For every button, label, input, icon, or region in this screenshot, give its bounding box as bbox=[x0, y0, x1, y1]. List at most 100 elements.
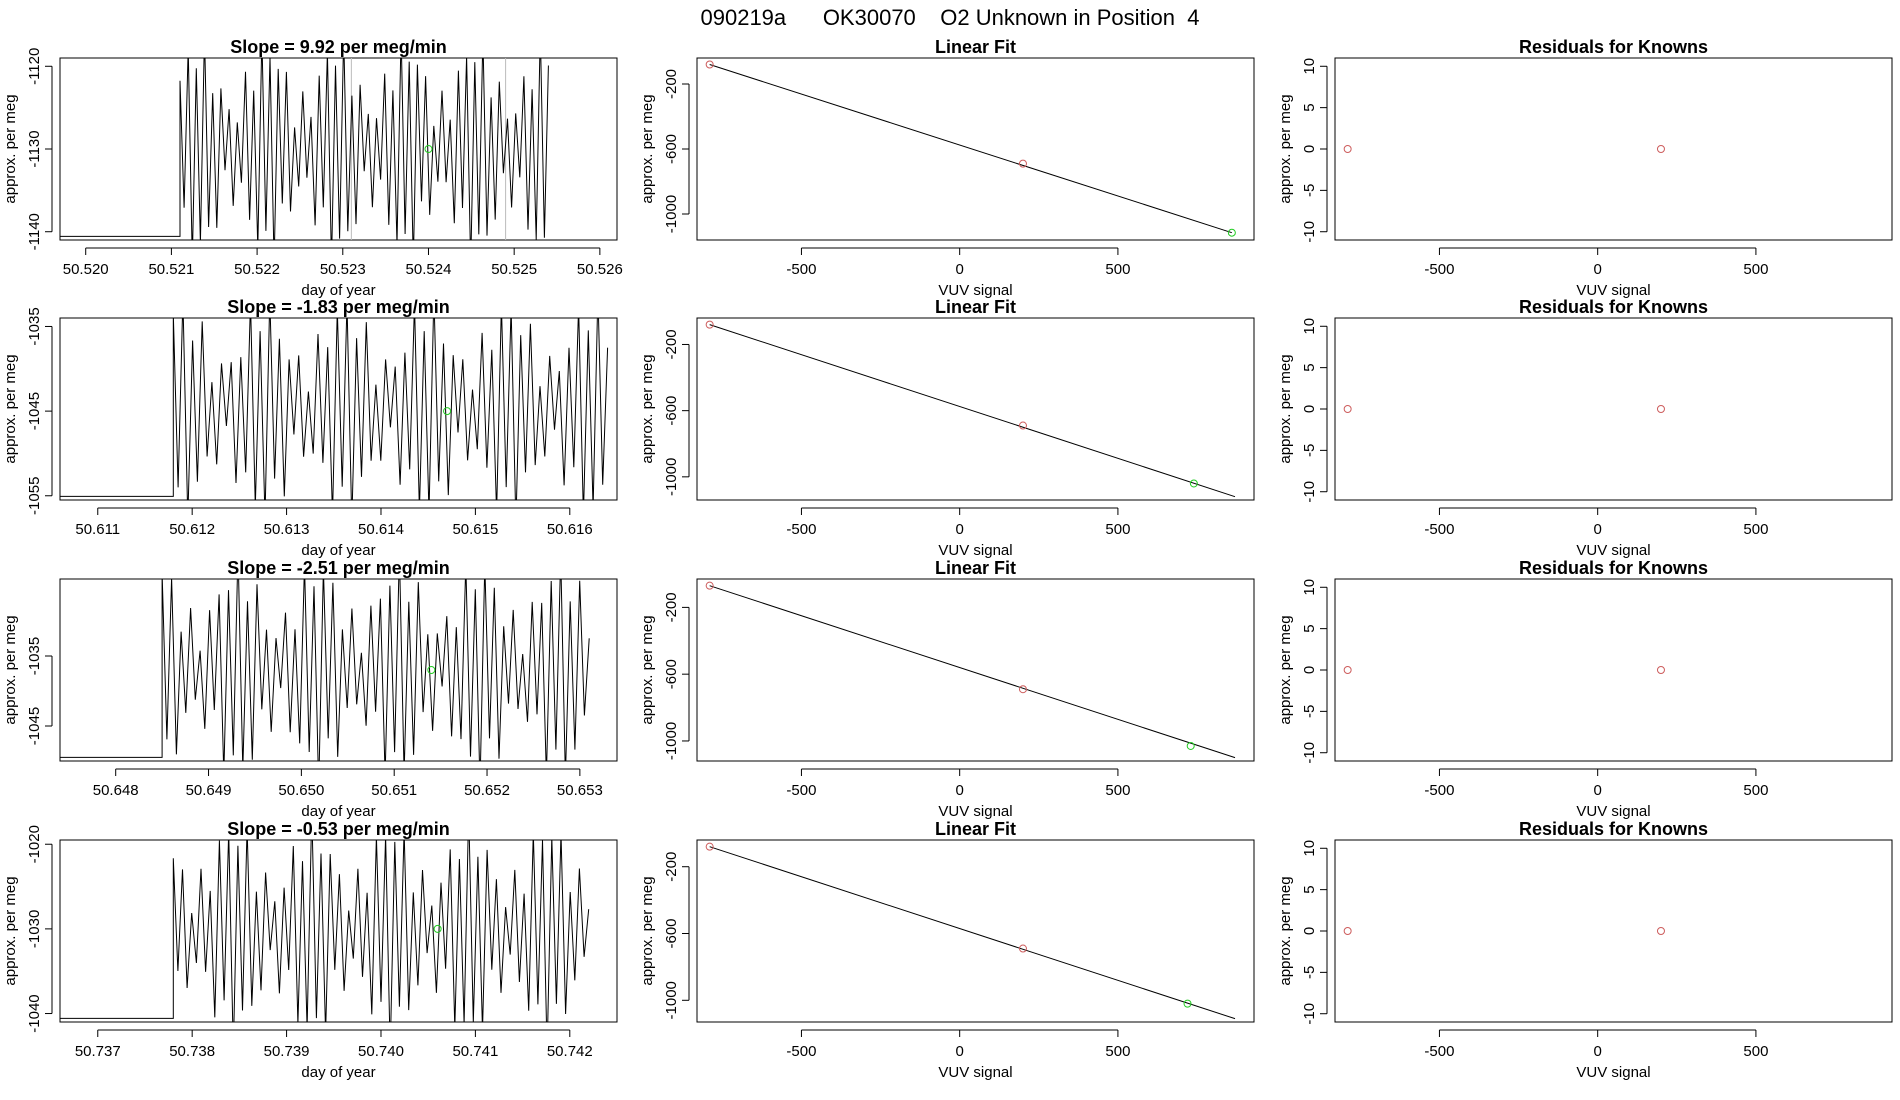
y-tick-label: 0 bbox=[1301, 927, 1318, 935]
y-tick-label: -1055 bbox=[26, 477, 43, 515]
plot-area bbox=[1343, 405, 1665, 413]
x-tick-label: 50.650 bbox=[278, 782, 324, 799]
x-tick-label: 0 bbox=[956, 521, 964, 538]
x-axis-label: day of year bbox=[301, 1064, 375, 1081]
panel-title: Linear Fit bbox=[935, 558, 1016, 578]
x-tick-label: 50.652 bbox=[464, 782, 510, 799]
fit-line bbox=[709, 846, 1236, 1020]
panel-title: Linear Fit bbox=[935, 297, 1016, 317]
plot-frame bbox=[696, 317, 1255, 501]
x-tick-label: 500 bbox=[1743, 521, 1768, 538]
y-tick-label: -600 bbox=[663, 134, 680, 164]
x-tick-label: 0 bbox=[1594, 782, 1602, 799]
x-tick-label: 500 bbox=[1105, 782, 1130, 799]
y-tick-label: 0 bbox=[1301, 666, 1318, 674]
y-tick-label: 0 bbox=[1301, 145, 1318, 153]
y-tick-label: -5 bbox=[1301, 444, 1318, 457]
mean-marker bbox=[424, 145, 433, 153]
y-tick-label: -200 bbox=[663, 329, 680, 359]
x-tick-label: -500 bbox=[786, 782, 816, 799]
y-tick-label: -10 bbox=[1301, 742, 1318, 764]
panel-r1-c1: Slope = 9.92 per meg/min day of year appro… bbox=[2, 37, 623, 299]
residual-point bbox=[1656, 666, 1665, 674]
x-tick-label: -500 bbox=[1424, 521, 1454, 538]
panel-title: Residuals for Knowns bbox=[1519, 558, 1708, 578]
y-tick-label: -1045 bbox=[26, 707, 43, 745]
panel-title: Slope = -1.83 per meg/min bbox=[227, 297, 450, 317]
x-tick-label: 50.614 bbox=[358, 521, 404, 538]
y-tick-label: -10 bbox=[1301, 1003, 1318, 1025]
y-tick-label: -5 bbox=[1301, 184, 1318, 197]
y-tick-label: -1030 bbox=[26, 910, 43, 948]
y-tick-label: 10 bbox=[1301, 840, 1318, 857]
y-tick-label: -1020 bbox=[26, 825, 43, 863]
x-tick-label: 500 bbox=[1743, 782, 1768, 799]
x-tick-label: 50.740 bbox=[358, 1043, 404, 1060]
panel-title: Residuals for Knowns bbox=[1519, 819, 1708, 839]
signal-trace bbox=[60, 579, 590, 761]
panel-r2-c1: Slope = -1.83 per meg/min day of year appr… bbox=[2, 297, 618, 559]
figure-title: 090219a OK30070 O2 Unknown in Position 4 bbox=[701, 5, 1200, 30]
plot-area bbox=[60, 58, 549, 240]
x-tick-label: 50.613 bbox=[264, 521, 310, 538]
plot-frame bbox=[696, 839, 1255, 1023]
y-tick-label: -5 bbox=[1301, 705, 1318, 718]
x-tick-label: -500 bbox=[1424, 261, 1454, 278]
panel-r3-c3: Residuals for Knowns VUV signal approx. pe… bbox=[1277, 558, 1893, 820]
plot-frame bbox=[1334, 839, 1893, 1023]
plot-frame bbox=[1334, 317, 1893, 501]
x-axis-label: VUV signal bbox=[938, 282, 1012, 299]
plot-area bbox=[60, 318, 609, 500]
x-axis-label: VUV signal bbox=[938, 542, 1012, 559]
y-tick-label: -10 bbox=[1301, 481, 1318, 503]
plot-frame bbox=[59, 839, 618, 1023]
residual-point bbox=[1656, 145, 1665, 153]
panel-r4-c2: Linear Fit VUV signal approx. per meg -500 0… bbox=[639, 819, 1255, 1081]
residual-point bbox=[1343, 927, 1352, 935]
x-axis-label: VUV signal bbox=[938, 803, 1012, 820]
y-axis-label: approx. per meg bbox=[2, 94, 19, 203]
known-point bbox=[1018, 421, 1027, 430]
x-tick-label: 50.522 bbox=[234, 261, 280, 278]
x-tick-label: 0 bbox=[1594, 261, 1602, 278]
panel-title: Residuals for Knowns bbox=[1519, 37, 1708, 57]
unknown-point bbox=[1186, 741, 1195, 750]
panel-r3-c1: Slope = -2.51 per meg/min day of year appr… bbox=[2, 558, 618, 820]
y-axis-label: approx. per meg bbox=[2, 615, 19, 724]
x-tick-label: 50.651 bbox=[371, 782, 417, 799]
y-tick-label: -1035 bbox=[26, 637, 43, 675]
fit-line bbox=[709, 585, 1236, 759]
y-tick-label: -1040 bbox=[26, 994, 43, 1032]
x-tick-label: 500 bbox=[1105, 261, 1130, 278]
mean-marker bbox=[427, 666, 436, 674]
y-tick-label: -1000 bbox=[663, 722, 680, 760]
plot-area bbox=[60, 840, 590, 1022]
x-tick-label: 50.648 bbox=[93, 782, 139, 799]
plot-area bbox=[705, 842, 1236, 1020]
y-tick-label: 0 bbox=[1301, 405, 1318, 413]
plot-frame bbox=[696, 578, 1255, 762]
y-tick-label: -600 bbox=[663, 396, 680, 426]
y-tick-label: -1000 bbox=[663, 195, 680, 233]
x-tick-label: 50.742 bbox=[547, 1043, 593, 1060]
y-tick-label: -1045 bbox=[26, 392, 43, 430]
y-axis-label: approx. per meg bbox=[2, 876, 19, 985]
x-tick-label: -500 bbox=[786, 521, 816, 538]
panel-title: Linear Fit bbox=[935, 819, 1016, 839]
x-tick-label: 50.524 bbox=[406, 261, 452, 278]
y-tick-label: 5 bbox=[1301, 624, 1318, 632]
x-tick-label: 0 bbox=[1594, 521, 1602, 538]
panel-grid: Slope = 9.92 per meg/min day of year appro… bbox=[2, 37, 1893, 1081]
signal-trace bbox=[60, 318, 609, 500]
known-point bbox=[705, 842, 714, 851]
y-tick-label: -1120 bbox=[26, 48, 43, 85]
y-tick-label: -1140 bbox=[26, 213, 43, 250]
x-tick-label: 500 bbox=[1105, 1043, 1130, 1060]
plot-frame bbox=[59, 317, 618, 501]
y-axis-label: approx. per meg bbox=[639, 354, 656, 463]
panel-r4-c3: Residuals for Knowns VUV signal approx. pe… bbox=[1277, 819, 1893, 1081]
known-point bbox=[705, 60, 714, 69]
known-point bbox=[705, 581, 714, 590]
signal-trace bbox=[60, 840, 590, 1022]
